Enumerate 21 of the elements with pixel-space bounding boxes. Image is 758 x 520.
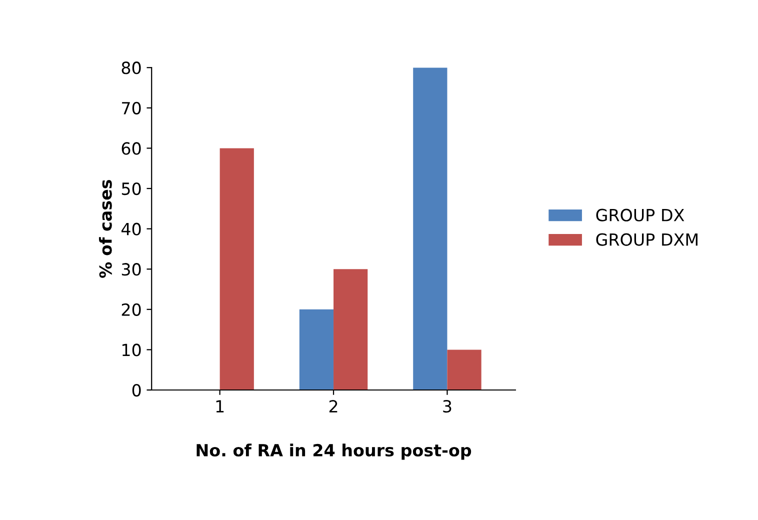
y-tick-label: 70 — [122, 102, 141, 114]
bar — [299, 309, 334, 390]
bar — [334, 269, 368, 390]
x-tick-label: 1 — [216, 400, 224, 412]
bar — [413, 68, 448, 390]
y-axis-title: % of cases — [98, 180, 112, 278]
bar — [447, 350, 482, 390]
legend-label: GROUP DX — [596, 208, 684, 222]
x-tick-label: 3 — [443, 400, 452, 413]
x-tick-label: 2 — [329, 400, 338, 412]
bar — [220, 148, 254, 390]
y-tick-label: 40 — [121, 222, 141, 236]
legend-label: GROUP DXM — [596, 233, 698, 246]
y-tick-label: 20 — [122, 303, 141, 316]
y-tick-label: 30 — [122, 263, 141, 276]
y-tick-label: 80 — [122, 62, 141, 74]
y-tick-label: 50 — [122, 182, 141, 196]
y-tick-label: 0 — [132, 384, 141, 397]
x-axis-title: No. of RA in 24 hours post-op — [196, 444, 472, 460]
y-tick-label: 10 — [122, 344, 141, 356]
y-tick-label: 60 — [122, 142, 141, 155]
